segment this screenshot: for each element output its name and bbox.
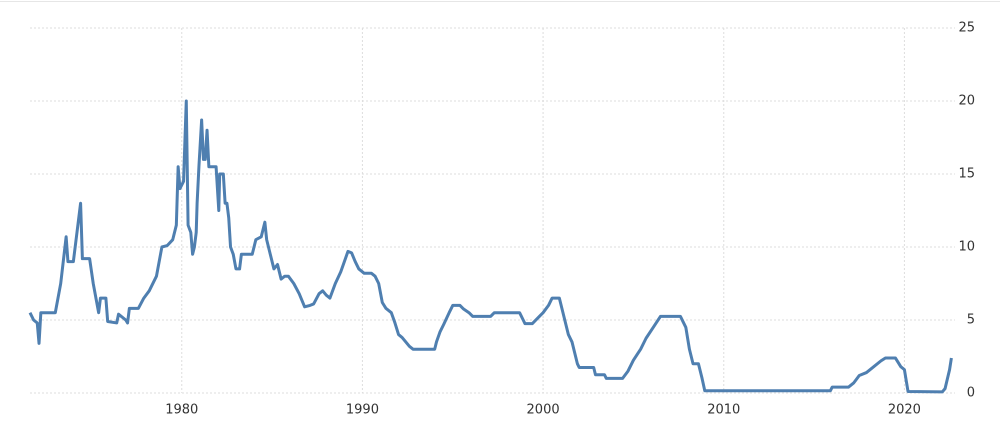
y-tick-label: 25	[958, 21, 975, 36]
y-tick-label: 15	[958, 167, 975, 182]
line	[28, 99, 953, 394]
x-tick-label: 1990	[346, 403, 379, 418]
y-tick-label: 5	[967, 313, 975, 328]
x-tick-label: 1980	[165, 403, 198, 418]
x-tick-label: 2020	[888, 403, 921, 418]
x-tick-label: 2000	[527, 403, 560, 418]
y-tick-label: 20	[958, 94, 975, 109]
y-tick-label: 10	[958, 240, 975, 255]
x-tick-label: 2010	[707, 403, 740, 418]
y-tick-label: 0	[967, 386, 975, 401]
